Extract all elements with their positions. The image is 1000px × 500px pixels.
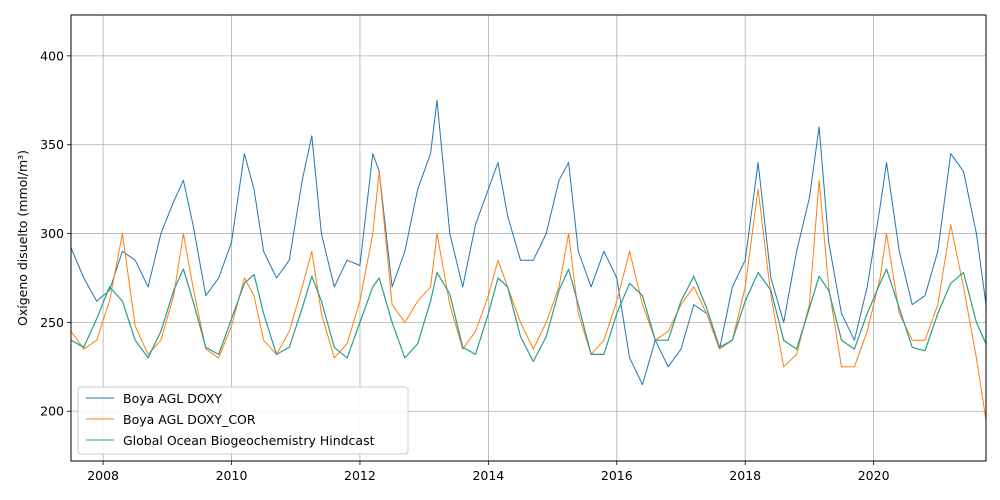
x-tick-label: 2018 [729, 468, 761, 483]
y-tick-label: 350 [40, 137, 64, 152]
legend-label: Boya AGL DOXY_COR [123, 412, 256, 427]
x-tick-label: 2008 [87, 468, 119, 483]
y-tick-label: 200 [40, 404, 64, 419]
plot-frame [70, 14, 987, 462]
legend-label: Boya AGL DOXY [123, 391, 222, 406]
series-line-boya-agl-doxy [71, 99, 986, 386]
x-tick-label: 2016 [601, 468, 633, 483]
x-axis: 2008 2010 2012 2014 2016 2018 2020 [87, 461, 890, 483]
legend-box [77, 386, 409, 455]
series-layer [71, 99, 986, 421]
legend-label: Global Ocean Biogeochemistry Hindcast [123, 433, 375, 448]
y-axis-label: Oxígeno disuelto (mmol/m³) [15, 150, 30, 326]
y-axis: 200 250 300 350 400 [40, 48, 71, 419]
legend: Boya AGL DOXY Boya AGL DOXY_COR Global O… [77, 386, 409, 455]
x-tick-label: 2020 [858, 468, 890, 483]
y-tick-label: 250 [40, 315, 64, 330]
y-tick-label: 400 [40, 48, 64, 63]
x-tick-label: 2012 [344, 468, 376, 483]
series-line-boya-agl-doxy-cor [71, 170, 986, 421]
x-tick-label: 2010 [216, 468, 248, 483]
series-line-global-ocean-biogeochemistry-hindcast [71, 268, 986, 363]
x-tick-label: 2014 [472, 468, 504, 483]
y-tick-label: 300 [40, 226, 64, 241]
